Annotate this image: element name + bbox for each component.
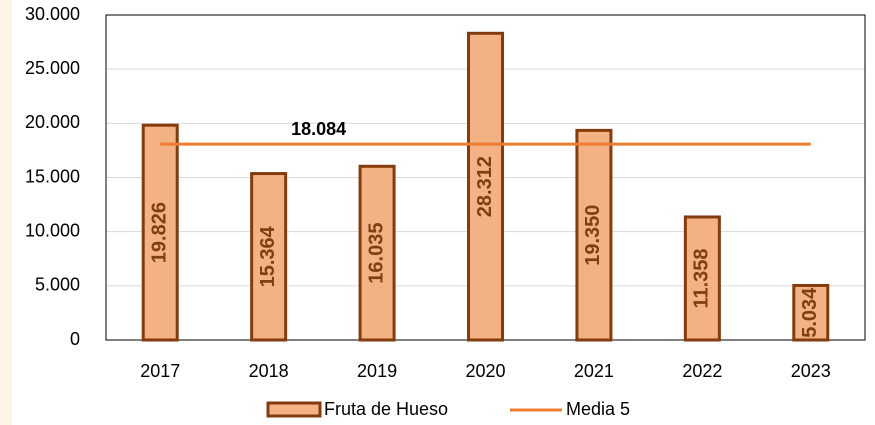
y-tick-label: 20.000 (25, 112, 80, 132)
value-label: 19.350 (582, 205, 604, 266)
value-label: 5.034 (799, 287, 821, 338)
x-tick-label: 2017 (140, 361, 180, 381)
x-tick-label: 2023 (791, 361, 831, 381)
x-tick-label: 2022 (682, 361, 722, 381)
value-label: 28.312 (474, 156, 496, 217)
y-tick-label: 5.000 (35, 275, 80, 295)
bar (250, 172, 288, 342)
bar (358, 164, 396, 342)
x-tick-label: 2018 (249, 361, 289, 381)
y-tick-label: 0 (70, 329, 80, 349)
value-label: 16.035 (365, 223, 387, 284)
value-label: 15.364 (257, 225, 279, 287)
bar (467, 31, 504, 342)
bar (792, 283, 830, 342)
bar (575, 128, 613, 342)
x-tick-label: 2021 (574, 361, 614, 381)
x-tick-label: 2020 (465, 361, 505, 381)
y-tick-label: 15.000 (25, 166, 80, 186)
value-label: 11.358 (691, 248, 713, 308)
value-label: 18.084 (291, 119, 346, 139)
bar (141, 123, 179, 342)
y-tick-label: 10.000 (25, 220, 80, 240)
side-strip (0, 0, 12, 425)
value-label: 19.826 (148, 202, 170, 263)
y-tick-label: 25.000 (25, 58, 80, 78)
legend-label: Fruta de Hueso (324, 399, 448, 419)
y-tick-label: 30.000 (25, 4, 80, 24)
legend-swatch (266, 401, 322, 418)
x-tick-label: 2019 (357, 361, 397, 381)
bar (683, 215, 721, 342)
legend-label: Media 5 (566, 399, 630, 419)
